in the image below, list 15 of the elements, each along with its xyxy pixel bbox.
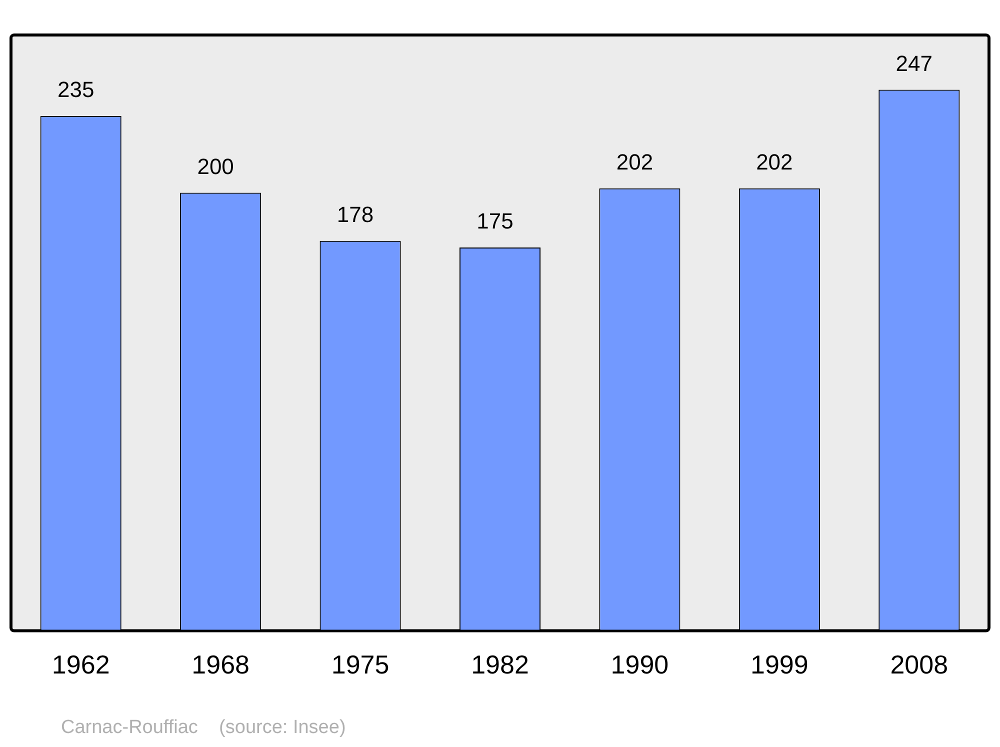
- x-tick-label: 1999: [750, 650, 808, 680]
- data-label: 175: [476, 208, 514, 234]
- data-label: 200: [197, 154, 234, 179]
- x-tick-label: 1975: [331, 650, 390, 680]
- x-tick-label: 1990: [610, 650, 669, 680]
- x-tick-label: 1962: [52, 650, 110, 680]
- data-label: 202: [756, 149, 793, 174]
- x-tick-label: 1982: [471, 650, 529, 680]
- x-tick-label: 2008: [890, 650, 948, 680]
- x-tick-label: 1968: [192, 650, 250, 680]
- data-label: 202: [616, 149, 654, 174]
- text: Carnac-Rouffiac (source: Insee): [61, 717, 346, 739]
- data-label: 178: [336, 202, 374, 227]
- data-label: 235: [58, 77, 94, 102]
- data-label: 247: [896, 50, 932, 76]
